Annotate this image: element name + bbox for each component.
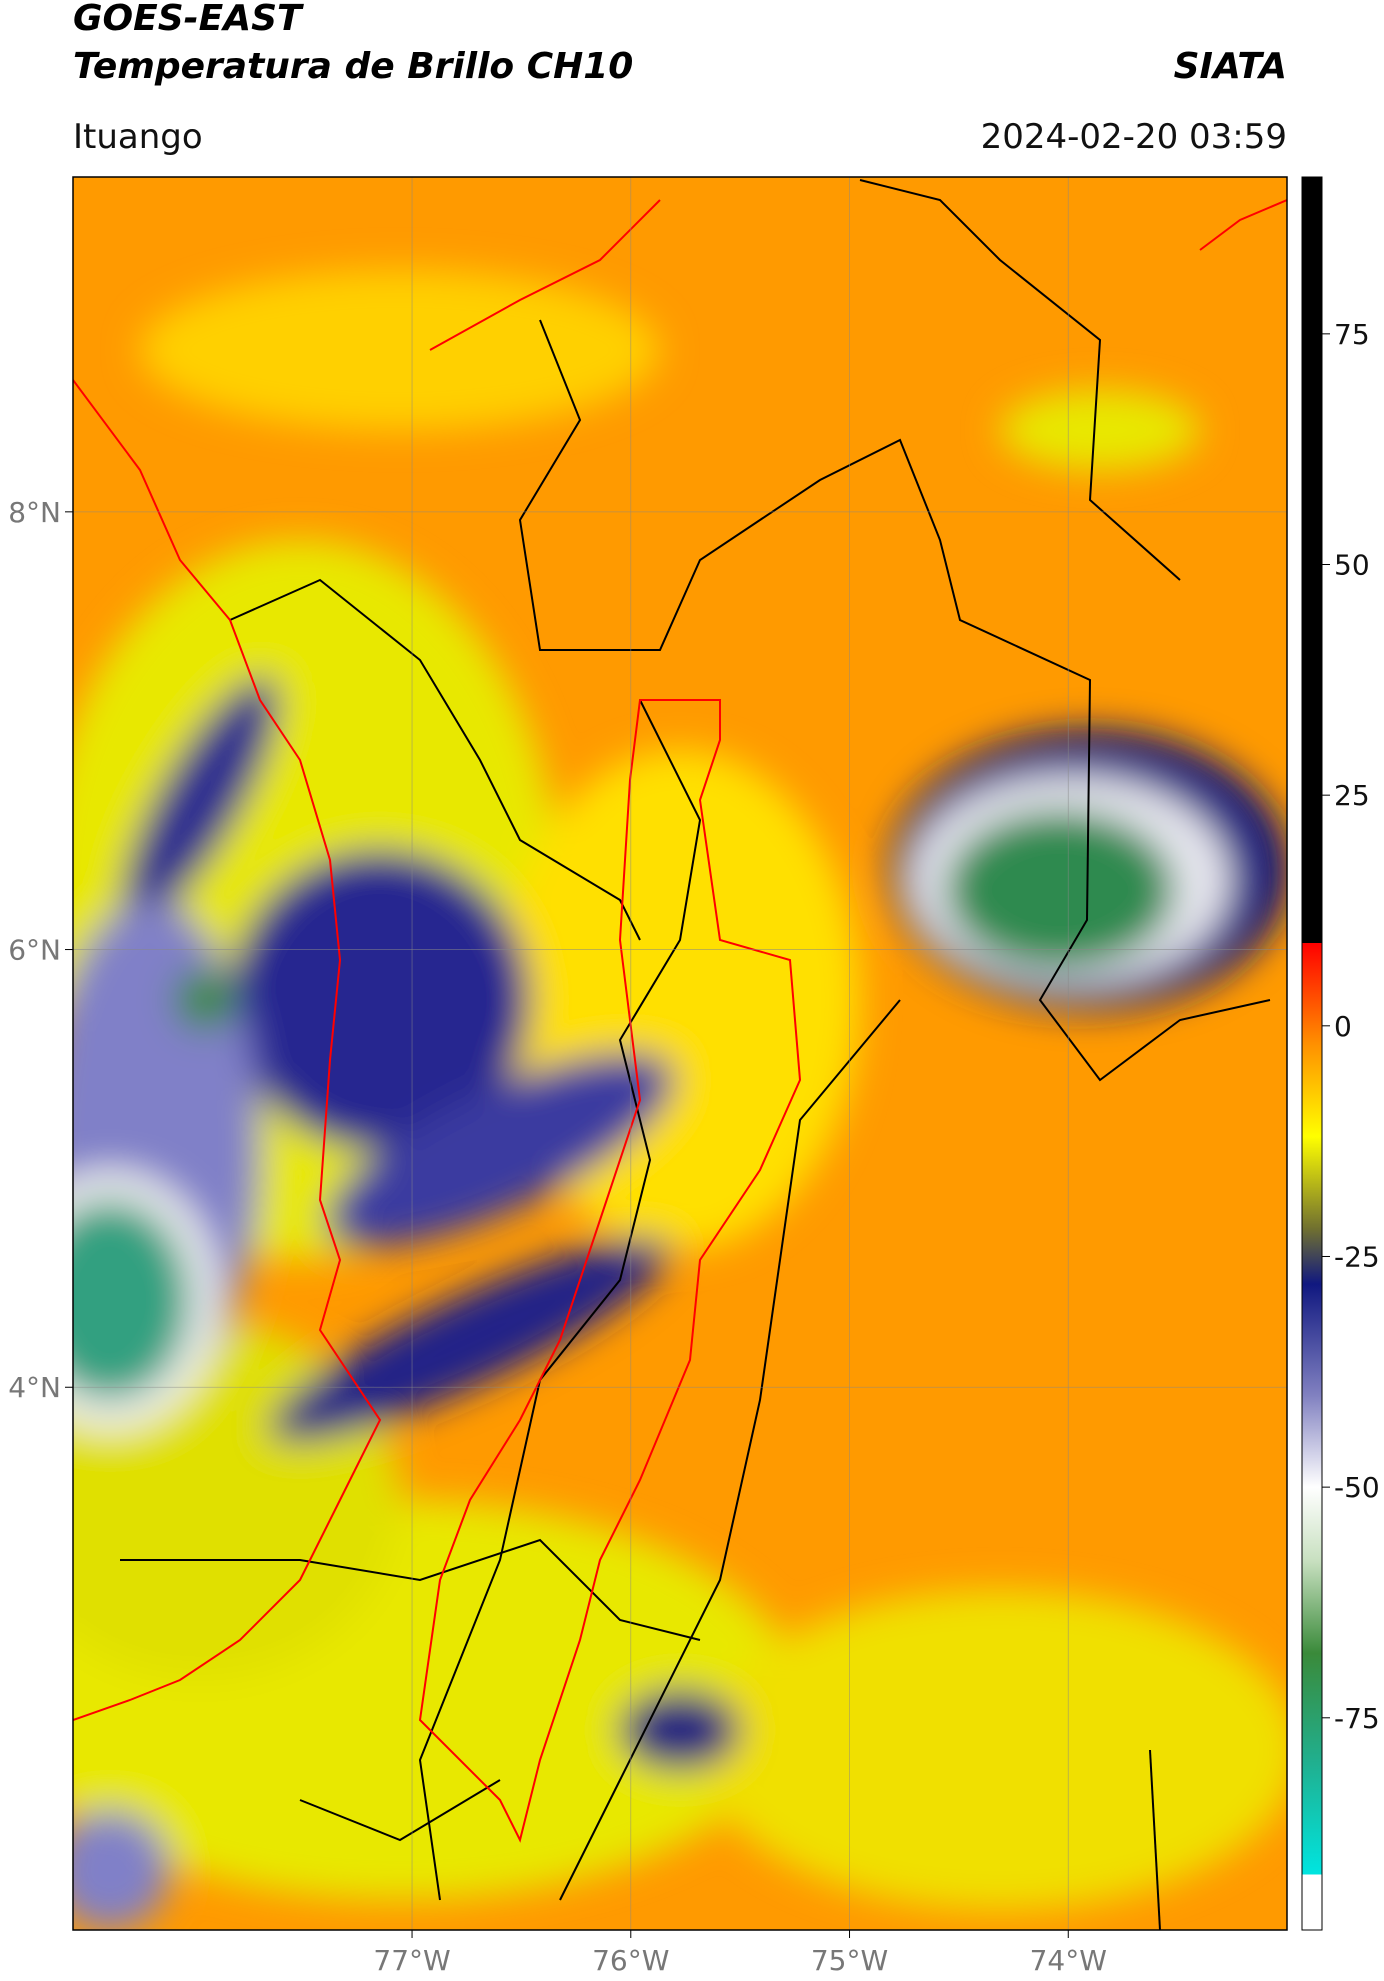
subtitle: Temperatura de Brillo CH10 xyxy=(73,46,633,87)
colorbar-tick-label: 75 xyxy=(1334,318,1370,351)
map-frame xyxy=(72,176,1288,1931)
colorbar-fill xyxy=(1301,176,1323,1931)
lat-tick-label: 6°N xyxy=(8,934,61,967)
lon-tick-label: 76°W xyxy=(592,1944,669,1977)
colorbar-tick-label: -75 xyxy=(1334,1702,1380,1735)
lon-tick-label: 74°W xyxy=(1030,1944,1107,1977)
lat-tick-label: 4°N xyxy=(8,1371,61,1404)
timestamp: 2024-02-20 03:59 xyxy=(981,117,1287,157)
brand: SIATA xyxy=(1174,46,1287,87)
colorbar: 75 50 25 0 -25 -50 -75 xyxy=(1301,176,1380,1931)
colorbar-tick-label: 25 xyxy=(1334,779,1370,812)
map-imagery xyxy=(73,177,1287,1930)
graticule: 77°W 76°W 75°W 74°W 8°N 6°N 4°N xyxy=(8,177,1287,1977)
colorbar-tick-label: -50 xyxy=(1334,1471,1380,1504)
location: Ituango xyxy=(73,117,203,157)
lon-tick-label: 77°W xyxy=(373,1944,450,1977)
colorbar-tick-label: 0 xyxy=(1334,1010,1352,1043)
title: GOES-EAST xyxy=(73,0,304,39)
lat-tick-label: 8°N xyxy=(8,496,61,529)
lon-tick-label: 75°W xyxy=(811,1944,888,1977)
colorbar-tick-label: -25 xyxy=(1334,1240,1380,1273)
colorbar-tick-label: 50 xyxy=(1334,549,1370,582)
